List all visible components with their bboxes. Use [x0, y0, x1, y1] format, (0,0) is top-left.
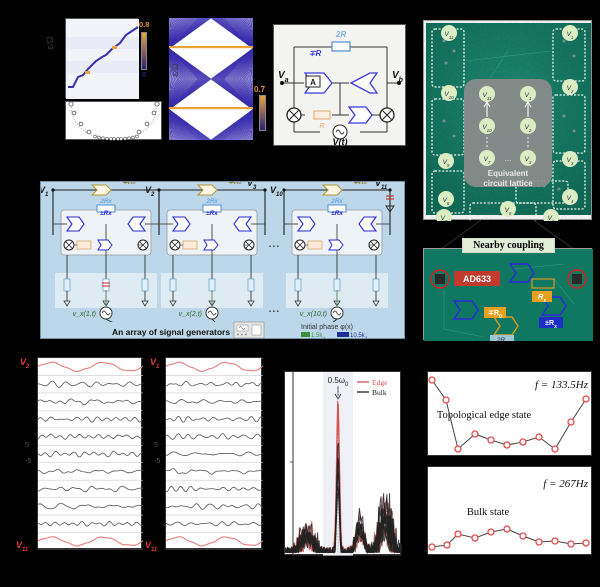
svg-text:v_x(1,t): v_x(1,t) [73, 311, 96, 318]
svg-text:2Rx: 2Rx [205, 198, 218, 205]
svg-text:2R: 2R [335, 30, 346, 39]
svg-text:Bulk: Bulk [372, 388, 387, 397]
svg-text:∓R₀: ∓R₀ [228, 182, 242, 186]
svg-text:v_x(10,t): v_x(10,t) [300, 311, 327, 318]
svg-text:±Rx: ±Rx [206, 210, 218, 217]
svg-text:Va: Va [278, 70, 289, 84]
svg-text:Vb: Vb [392, 70, 404, 84]
svg-text:2Rx: 2Rx [330, 198, 343, 205]
svg-text:...: ... [505, 154, 512, 163]
svg-text:...: ... [268, 234, 280, 250]
svg-text:f = 267Hz: f = 267Hz [543, 478, 588, 490]
svg-text:A: A [310, 78, 316, 87]
svg-text:...: ... [268, 299, 280, 315]
svg-text:Edge: Edge [372, 378, 388, 387]
svg-text:∓R₀: ∓R₀ [122, 182, 136, 186]
svg-text:R: R [319, 123, 324, 130]
svg-text:f = 133.5Hz: f = 133.5Hz [535, 379, 589, 391]
svg-text:±Rx: ±Rx [331, 210, 343, 217]
svg-text:circuit lattice: circuit lattice [483, 179, 533, 188]
svg-text:2Rx: 2Rx [99, 198, 112, 205]
svg-text:Initial phase φ(x): Initial phase φ(x) [301, 324, 353, 331]
svg-text:∓R₀: ∓R₀ [353, 182, 367, 186]
svg-text:±Rx: ±Rx [100, 210, 112, 217]
svg-text:v_x(2,t): v_x(2,t) [179, 311, 202, 318]
svg-text:AD633: AD633 [463, 274, 491, 284]
svg-text:V(t): V(t) [333, 137, 348, 147]
svg-text:Equivalent: Equivalent [488, 169, 529, 178]
svg-text:Bulk state: Bulk state [467, 507, 510, 518]
svg-text:∓R: ∓R [309, 49, 322, 58]
svg-text:An array of signal generators: An array of signal generators [112, 327, 230, 337]
